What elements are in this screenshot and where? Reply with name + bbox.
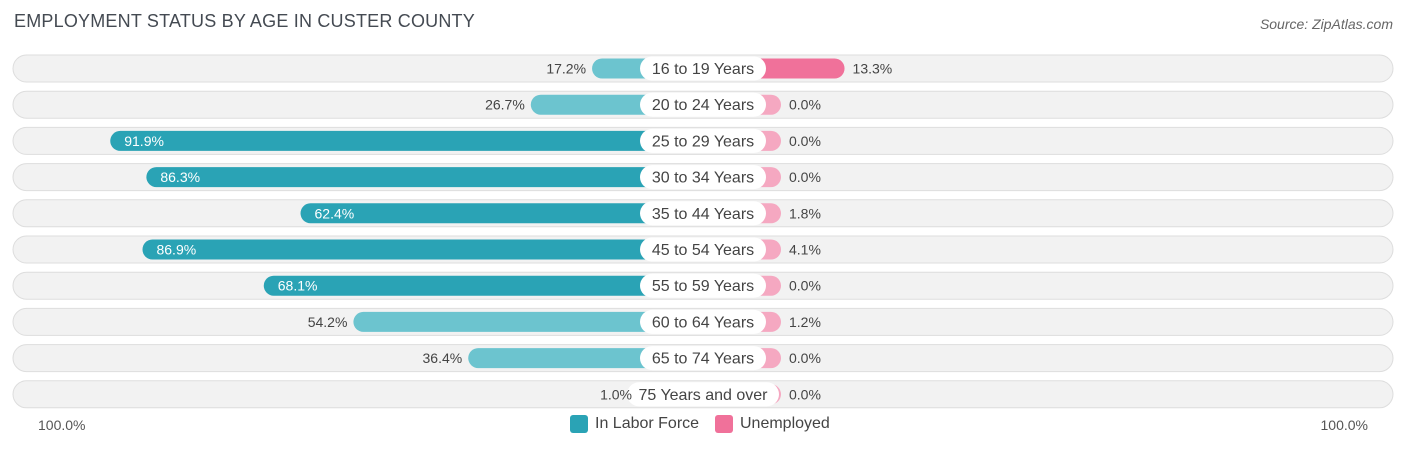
category-pill	[640, 128, 766, 153]
unemployed-value-label: 0.0%	[789, 97, 821, 113]
legend-item-unemployed: Unemployed	[715, 415, 830, 433]
category-label: 65 to 74 Years	[652, 351, 754, 368]
category-label: 55 to 59 Years	[652, 278, 754, 295]
unemployed-value-label: 0.0%	[789, 278, 821, 294]
category-pill	[640, 346, 766, 371]
labor-value-label: 26.7%	[485, 97, 525, 113]
category-label: 45 to 54 Years	[652, 242, 754, 259]
unemployed-value-label: 0.0%	[789, 133, 821, 149]
labor-value-label: 86.9%	[156, 242, 196, 258]
category-label: 20 to 24 Years	[652, 97, 754, 114]
labor-value-label: 62.4%	[315, 205, 355, 221]
labor-force-bar	[110, 130, 704, 151]
legend: In Labor Force Unemployed	[0, 415, 1406, 437]
category-pill	[640, 201, 766, 226]
legend-item-labor-force: In Labor Force	[570, 415, 699, 433]
category-label: 16 to 19 Years	[652, 61, 754, 78]
labor-force-bar	[353, 311, 703, 332]
category-label: 25 to 29 Years	[652, 133, 754, 150]
labor-force-bar	[142, 239, 703, 260]
unemployed-value-label: 0.0%	[789, 386, 821, 402]
legend-swatch-unemployed	[715, 415, 733, 433]
labor-value-label: 54.2%	[308, 314, 348, 330]
labor-value-label: 36.4%	[423, 350, 463, 366]
labor-value-label: 1.0%	[600, 386, 632, 402]
chart-title: EMPLOYMENT STATUS BY AGE IN CUSTER COUNT…	[14, 11, 475, 31]
category-pill	[640, 165, 766, 190]
axis-left-label: 100.0%	[38, 417, 86, 433]
labor-value-label: 17.2%	[546, 61, 586, 77]
legend-swatch-labor-force	[570, 415, 588, 433]
unemployed-value-label: 13.3%	[853, 61, 893, 77]
category-pill	[627, 382, 779, 407]
category-pill	[640, 92, 766, 117]
axis-right-label: 100.0%	[1320, 417, 1368, 433]
legend-label-labor-force: In Labor Force	[595, 415, 700, 432]
chart-svg: 16 to 19 Years 17.2% 13.3% 20 to 24 Years 26…	[12, 54, 1394, 409]
labor-force-bar	[300, 203, 703, 224]
category-pill	[640, 309, 766, 334]
unemployed-value-label: 1.2%	[789, 314, 821, 330]
legend-label-unemployed: Unemployed	[740, 415, 830, 432]
category-label: 60 to 64 Years	[652, 314, 754, 331]
source-label: Source: ZipAtlas.com	[1259, 16, 1393, 32]
labor-force-bar	[146, 167, 704, 188]
unemployed-value-label: 4.1%	[789, 242, 821, 258]
unemployed-value-label: 1.8%	[789, 205, 821, 221]
labor-value-label: 91.9%	[124, 133, 164, 149]
labor-force-bar	[263, 275, 703, 296]
category-label: 75 Years and over	[639, 387, 769, 404]
unemployed-value-label: 0.0%	[789, 169, 821, 185]
category-pill	[640, 273, 766, 298]
category-label: 35 to 44 Years	[652, 206, 754, 223]
labor-value-label: 68.1%	[278, 278, 318, 294]
category-label: 30 to 34 Years	[652, 170, 754, 187]
category-pill	[640, 56, 766, 81]
unemployed-value-label: 0.0%	[789, 350, 821, 366]
labor-value-label: 86.3%	[160, 169, 200, 185]
category-pill	[640, 237, 766, 262]
